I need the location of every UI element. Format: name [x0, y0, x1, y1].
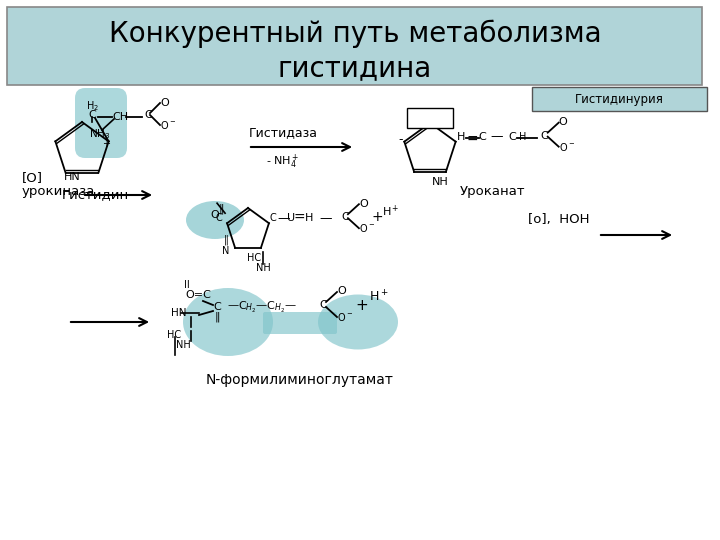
- Text: CH: CH: [112, 112, 128, 122]
- Text: C: C: [144, 110, 152, 120]
- Text: —: —: [319, 212, 331, 225]
- Text: H$^+$: H$^+$: [382, 204, 400, 219]
- Text: O$^-$: O$^-$: [359, 222, 375, 234]
- Text: N: N: [222, 246, 229, 256]
- Text: Гистидинурия: Гистидинурия: [575, 92, 663, 105]
- Text: O: O: [160, 98, 168, 108]
- Ellipse shape: [318, 294, 398, 349]
- Text: C: C: [216, 213, 222, 223]
- Text: U: U: [287, 213, 295, 223]
- Text: C: C: [319, 300, 327, 310]
- Text: урокиназа: урокиназа: [22, 185, 95, 198]
- Text: ‖: ‖: [224, 234, 229, 245]
- FancyBboxPatch shape: [7, 7, 702, 85]
- Text: O: O: [337, 286, 346, 296]
- FancyBboxPatch shape: [263, 312, 337, 334]
- Text: HN: HN: [171, 308, 186, 318]
- Text: HN: HN: [63, 172, 81, 181]
- Text: HC: HC: [247, 253, 261, 263]
- Text: NH: NH: [176, 340, 190, 350]
- Ellipse shape: [186, 201, 244, 239]
- FancyBboxPatch shape: [75, 88, 127, 158]
- Text: Гистидин: Гистидин: [62, 188, 130, 201]
- Text: ‖: ‖: [218, 204, 224, 214]
- Text: H$_2$: H$_2$: [86, 99, 99, 113]
- Text: H: H: [305, 213, 313, 223]
- Text: HC: HC: [167, 330, 181, 340]
- Text: C: C: [479, 132, 487, 141]
- Text: ‖: ‖: [215, 312, 220, 322]
- Text: H$^+$: H$^+$: [369, 289, 389, 305]
- Text: C: C: [341, 212, 348, 222]
- FancyBboxPatch shape: [407, 108, 453, 128]
- Text: C: C: [541, 131, 549, 140]
- Text: NH$_3$: NH$_3$: [89, 127, 111, 141]
- FancyBboxPatch shape: [532, 87, 707, 111]
- Text: O=C: O=C: [185, 290, 211, 300]
- Text: +: +: [102, 139, 110, 149]
- Text: O: O: [359, 199, 368, 209]
- Text: Уроканат: Уроканат: [460, 186, 526, 199]
- Text: O: O: [559, 117, 567, 127]
- Text: O: O: [211, 210, 220, 220]
- Ellipse shape: [183, 288, 273, 356]
- Text: C: C: [88, 110, 96, 120]
- Text: Конкурентный путь метаболизма: Конкурентный путь метаболизма: [109, 20, 601, 48]
- Text: —: —: [490, 130, 503, 143]
- Text: гистидина: гистидина: [278, 54, 432, 82]
- Text: =: =: [293, 211, 305, 225]
- Text: [o],  HOH: [o], HOH: [528, 213, 590, 226]
- Text: —: —: [277, 212, 289, 225]
- Text: Гистидаза: Гистидаза: [248, 126, 318, 139]
- Text: [О]: [О]: [22, 172, 43, 185]
- Text: +: +: [371, 210, 383, 224]
- Text: =: =: [467, 133, 479, 147]
- Text: II: II: [184, 280, 190, 290]
- Text: C: C: [269, 213, 276, 223]
- Text: C: C: [509, 132, 516, 141]
- Text: O$^-$: O$^-$: [160, 119, 176, 131]
- Text: +: +: [356, 298, 369, 313]
- Text: N-формилиминоглутамат: N-формилиминоглутамат: [206, 373, 394, 387]
- Text: O$^-$: O$^-$: [559, 140, 575, 153]
- Text: -: -: [398, 133, 402, 146]
- Text: NH: NH: [431, 177, 449, 187]
- Text: NH: NH: [256, 263, 270, 273]
- Text: O$^-$: O$^-$: [337, 311, 353, 323]
- Text: - $\mathrm{NH_4^+}$: - $\mathrm{NH_4^+}$: [266, 153, 300, 171]
- Text: C: C: [213, 302, 221, 312]
- Text: —C$_{H_2}$—C$_{H_2}$—: —C$_{H_2}$—C$_{H_2}$—: [227, 300, 297, 314]
- Text: H: H: [456, 132, 465, 141]
- Text: H: H: [518, 132, 526, 141]
